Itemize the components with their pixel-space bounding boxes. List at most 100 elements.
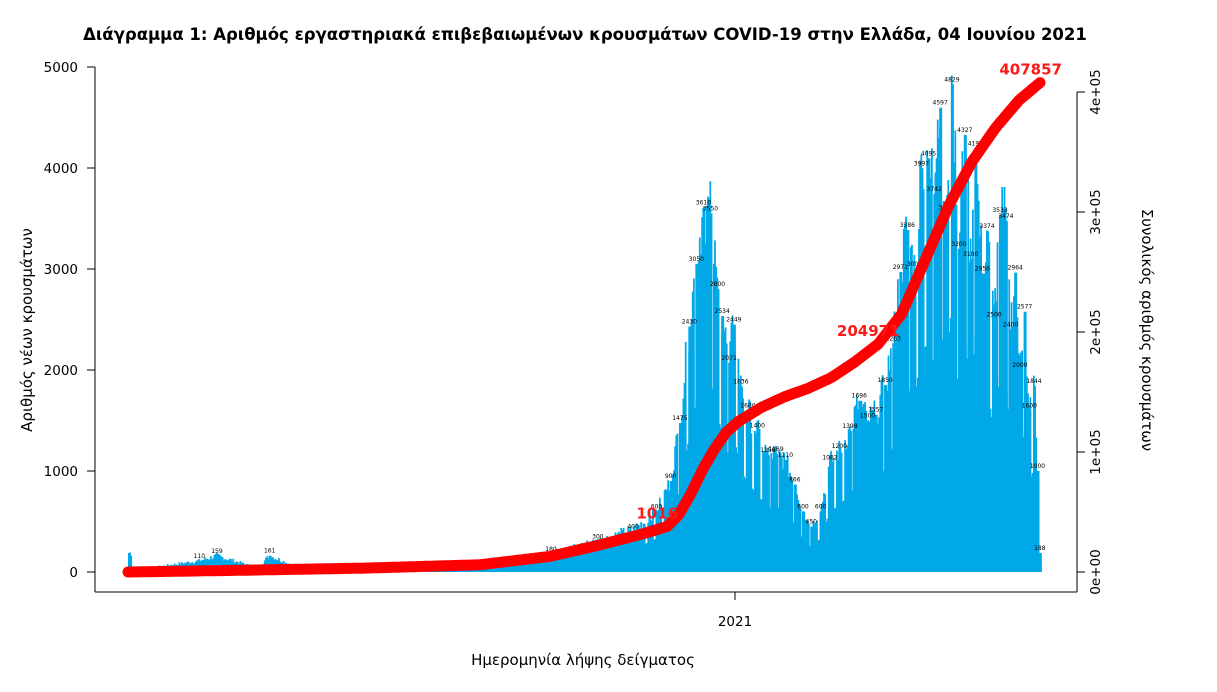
bar [512,562,515,572]
bar [627,526,630,572]
left-tick-label: 2000 [44,363,78,379]
bar [553,552,556,572]
bar [852,428,855,572]
chart-title: Διάγραμμα 1: Αριθμός εργαστηριακά επιβεβ… [83,25,1087,44]
bar [569,545,572,572]
bar [724,327,727,572]
bar [712,263,715,572]
bar [612,536,614,572]
bar-peak [702,207,706,572]
bar [499,565,502,572]
bar [220,556,223,572]
bar [846,445,849,572]
bar-peak [848,430,852,572]
bars-group [128,75,1042,573]
bar [683,382,686,572]
bar [537,557,539,572]
bar [973,354,975,572]
bar [901,281,904,572]
bar-peak [810,526,814,572]
bar [991,290,994,572]
bar [613,543,616,572]
right-tick-label: 4e+05 [1088,69,1104,114]
bar [616,533,619,572]
bar [925,346,927,572]
bar [984,262,987,572]
bar [545,558,548,572]
bar-value-label: 4597 [933,100,948,107]
bar-peak [906,230,910,573]
bar-peak [963,134,967,572]
bar [988,241,991,572]
bar [586,540,589,572]
bar [860,401,863,572]
bar [947,180,950,572]
bar [798,503,801,572]
cumulative-line [122,77,1046,578]
bar-value-label: 3474 [998,213,1013,220]
bar [614,532,617,572]
bar [605,539,607,572]
bar [500,565,503,572]
bar [1030,476,1033,572]
bar [769,507,771,572]
bar-peak [1023,311,1027,572]
bar-value-label: 1475 [672,415,687,422]
bar [841,501,844,572]
bar-peak [746,410,750,572]
bar [926,150,929,572]
bar [538,558,541,572]
bar [902,228,905,572]
bar [493,566,496,572]
bar [524,558,526,572]
bar [894,339,897,572]
bar [805,520,808,572]
bar-peak [728,362,732,572]
bar-value-label: 1000 [1030,463,1045,470]
bar [966,358,968,572]
bar [487,566,490,572]
bar-value-label: 1200 [832,443,847,450]
bar [1025,376,1028,572]
bar [990,416,993,572]
bar [936,119,939,572]
bar-value-label: 159 [211,548,223,555]
bar-value-label: 2577 [1017,304,1032,311]
bar [870,406,872,572]
bar-value-label: 3200 [951,241,966,248]
bar [750,433,753,572]
bar-peak [784,459,788,572]
bar [610,538,613,572]
bar [705,205,708,572]
bar-peak [913,269,917,572]
bar [759,498,762,572]
bar [540,555,543,572]
bar [572,547,575,572]
bar [214,554,217,572]
bar [548,555,551,572]
bar [818,539,821,572]
bar [501,565,504,572]
bar [620,528,623,572]
bar [895,322,898,572]
bar-peak [688,326,692,572]
bar [691,291,694,572]
bar-value-label: 2071 [722,355,737,362]
cumulative-line-group [122,77,1046,578]
bar-peak [1018,370,1022,572]
bar-value-label: 3000 [907,261,922,268]
bar [690,320,693,572]
bar [643,523,646,572]
bar [771,459,774,572]
bar [707,196,709,572]
bar [579,548,582,572]
bar-value-label: 3533 [992,207,1007,214]
bar [635,523,638,572]
bar-peak [695,263,699,572]
bar [872,409,875,572]
bar [508,563,511,572]
bar [736,452,739,572]
bar [742,398,745,572]
right-tick-label: 1e+05 [1088,429,1104,474]
bar [485,568,488,572]
